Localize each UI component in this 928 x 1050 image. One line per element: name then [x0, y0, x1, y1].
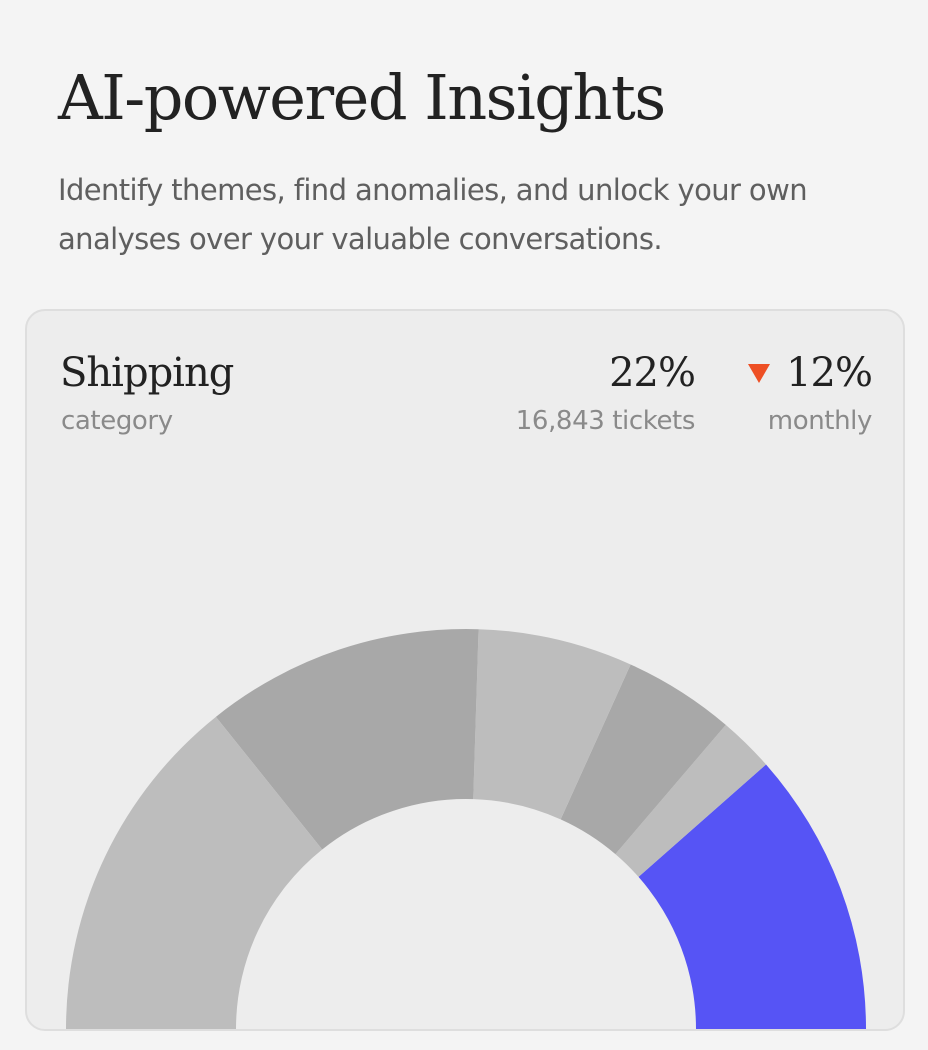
monthly-change: 12% — [748, 347, 873, 399]
donut-segment-6[interactable] — [66, 716, 323, 1029]
change-period: monthly — [767, 406, 873, 436]
share-percentage: 22% — [609, 350, 696, 396]
donut-segment-2[interactable] — [615, 724, 767, 877]
donut-segment-5[interactable] — [215, 629, 479, 850]
donut-segment-3[interactable] — [560, 664, 726, 855]
category-name: Shipping — [60, 350, 234, 396]
insight-card[interactable]: Shipping category 22% 16,843 tickets 12%… — [25, 309, 905, 1031]
change-value: 12% — [786, 350, 873, 396]
donut-segment-1[interactable] — [638, 764, 866, 1029]
category-label: category — [61, 406, 173, 436]
triangle-down-icon — [748, 363, 771, 383]
half-donut-chart — [66, 629, 866, 1029]
page-title: AI-powered Insights — [58, 61, 666, 134]
donut-segment-4[interactable] — [473, 629, 631, 820]
page-subtitle: Identify themes, find anomalies, and unl… — [58, 173, 808, 256]
ticket-count: 16,843 tickets — [515, 406, 696, 436]
